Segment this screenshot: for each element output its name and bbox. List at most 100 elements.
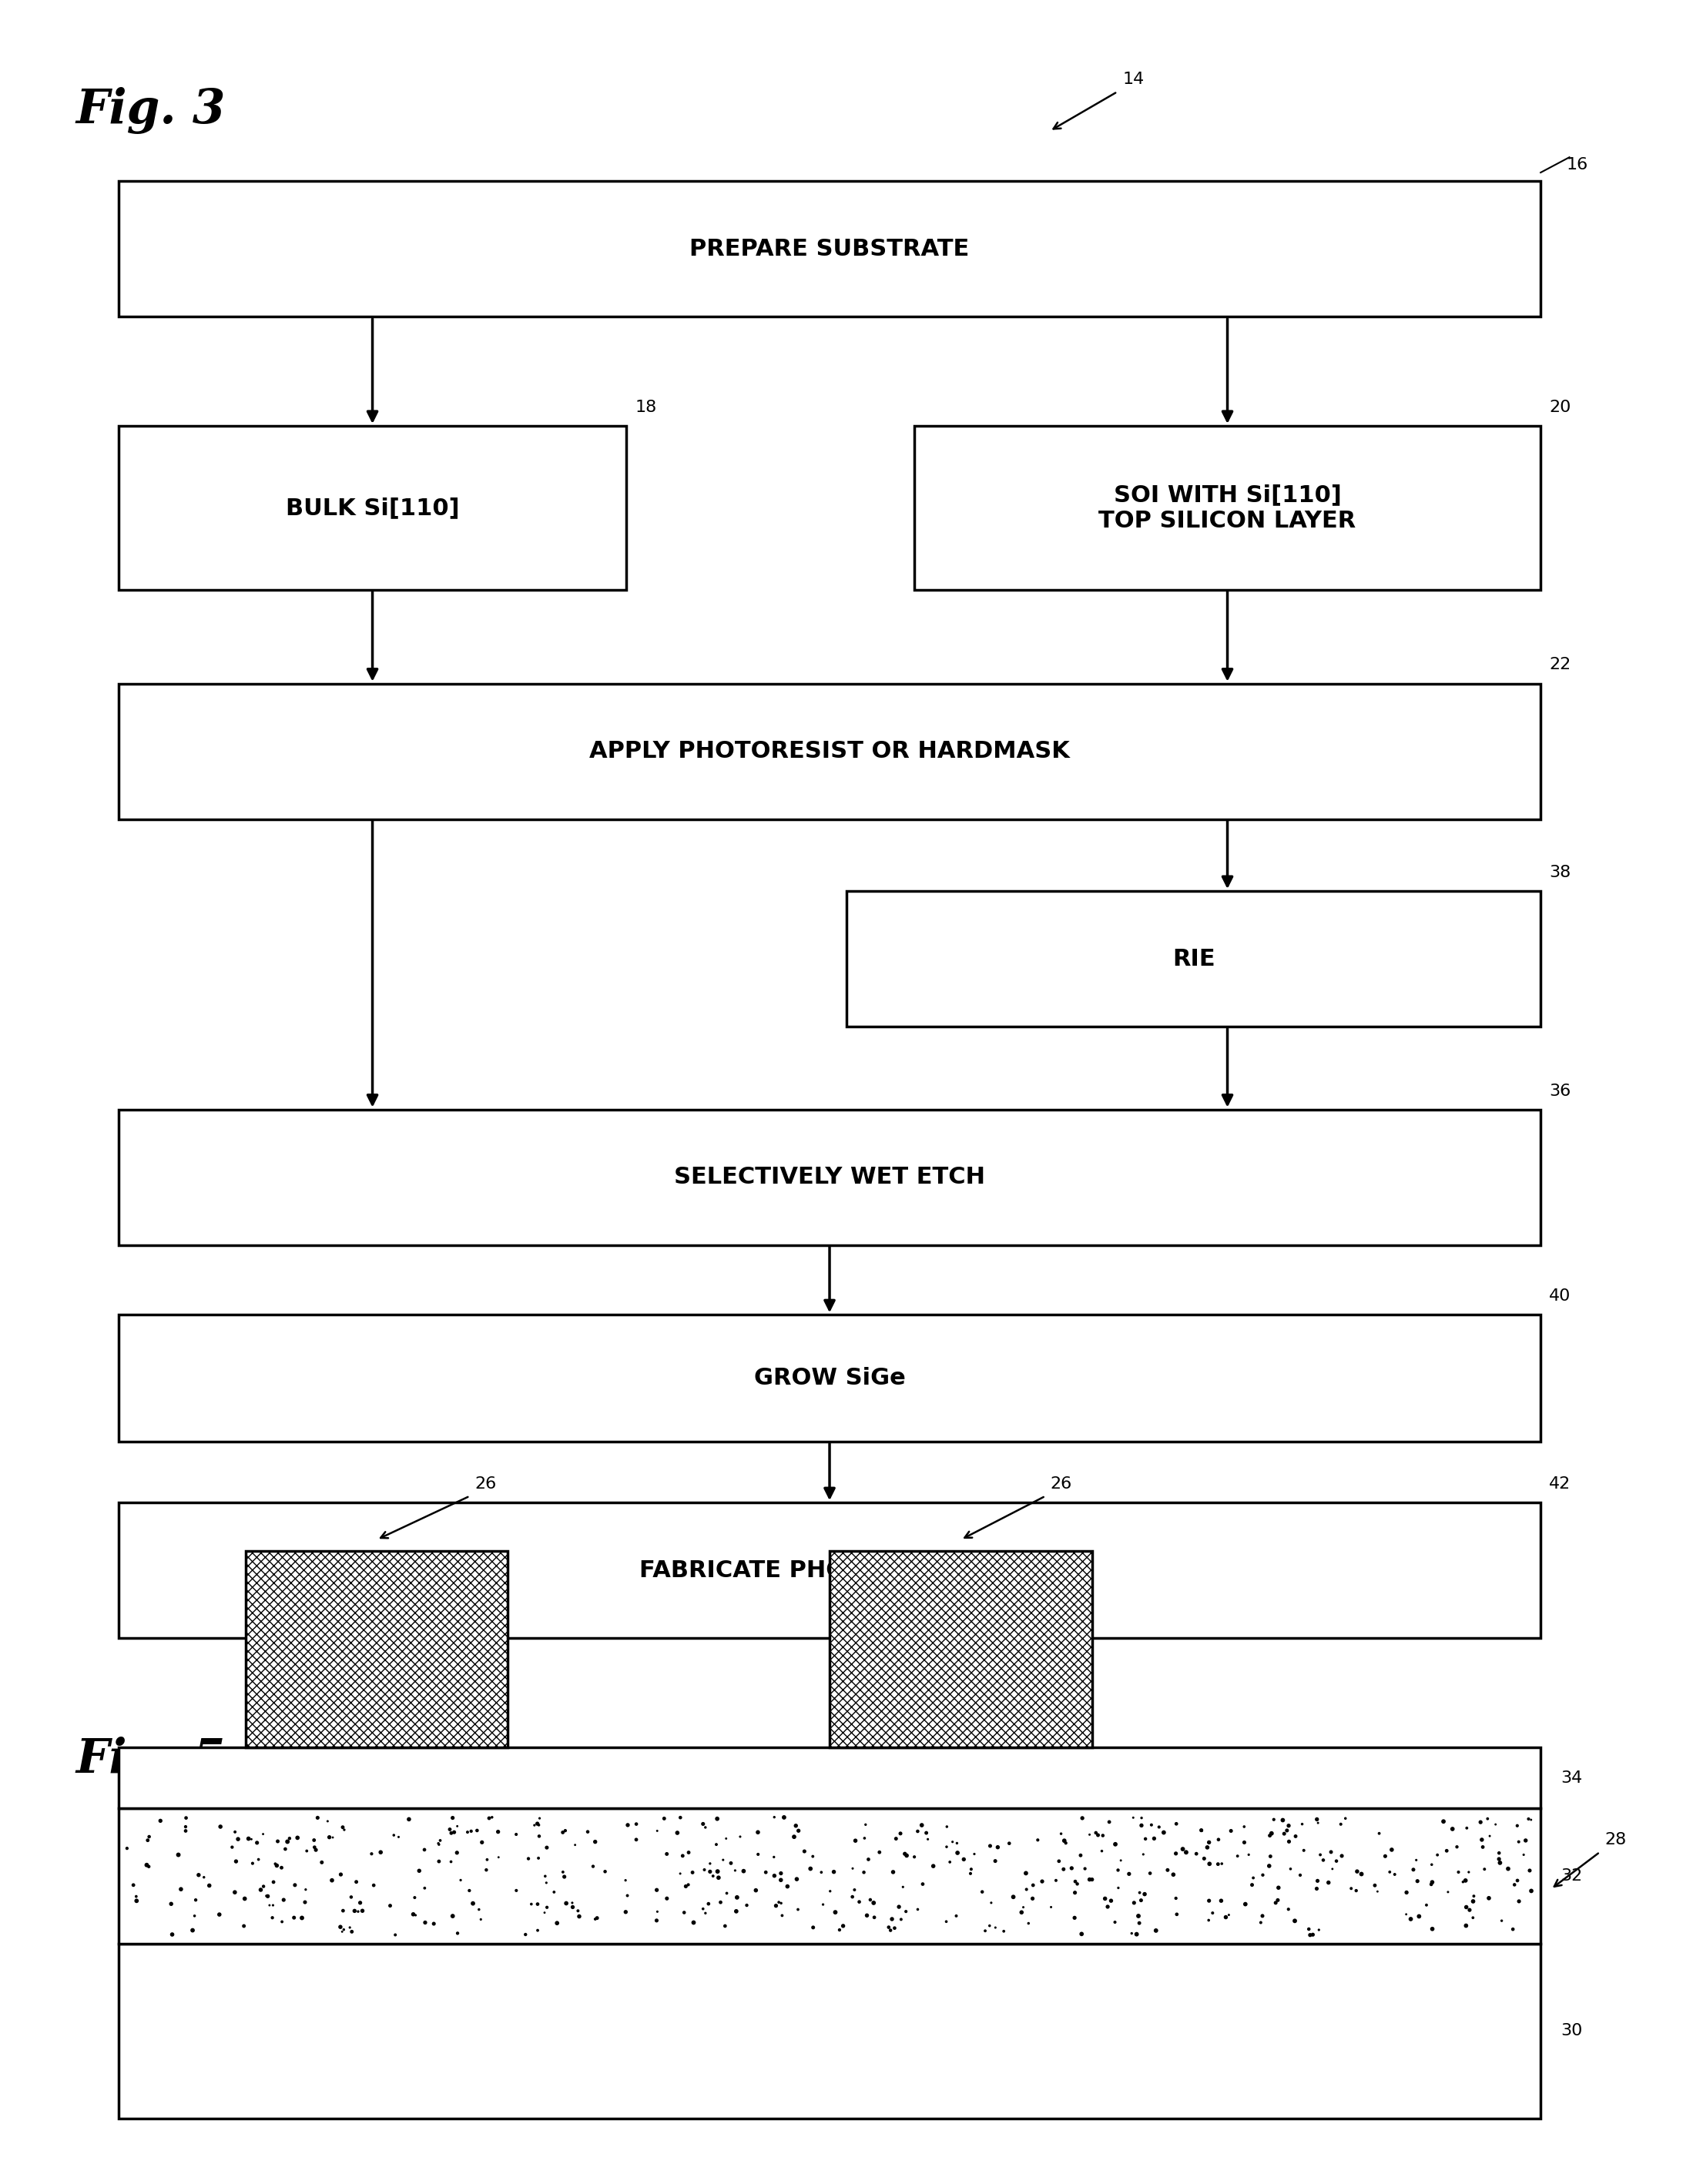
Bar	[119, 181, 1541, 317]
Point	[1393, 1898, 1420, 1933]
Point	[865, 1835, 892, 1870]
Point	[784, 1891, 811, 1926]
Point	[1485, 1841, 1512, 1876]
Point	[1160, 1856, 1187, 1891]
Point	[1468, 1821, 1495, 1856]
Point	[466, 1891, 493, 1926]
Point	[1424, 1837, 1451, 1872]
Point	[381, 1817, 408, 1852]
Point	[249, 1817, 276, 1852]
Bar	[830, 1551, 1092, 1747]
Point	[1205, 1821, 1233, 1856]
Text: FABRICATE PHOTODETECTOR: FABRICATE PHOTODETECTOR	[638, 1559, 1021, 1581]
Point	[643, 1902, 670, 1937]
Point	[1128, 1883, 1155, 1918]
Point	[1419, 1911, 1446, 1946]
Point	[467, 1902, 494, 1937]
Point	[288, 1900, 315, 1935]
Point	[696, 1845, 723, 1880]
Point	[696, 1854, 723, 1889]
Point	[623, 1806, 650, 1841]
Point	[699, 1859, 726, 1894]
Point	[826, 1913, 853, 1948]
Point	[1092, 1880, 1119, 1915]
Point	[357, 1837, 384, 1872]
Point	[1505, 1824, 1532, 1859]
Point	[327, 1856, 354, 1891]
Point	[709, 1843, 736, 1878]
Point	[549, 1815, 576, 1850]
Point	[1371, 1839, 1398, 1874]
Point	[425, 1828, 452, 1863]
Point	[457, 1813, 484, 1848]
Point	[762, 1889, 789, 1924]
Point	[511, 1918, 538, 1952]
Point	[1376, 1854, 1403, 1889]
Point	[1444, 1830, 1471, 1865]
Point	[1397, 1902, 1424, 1937]
Point	[396, 1802, 423, 1837]
Point	[447, 1863, 474, 1898]
Point	[1319, 1852, 1346, 1887]
Point	[1163, 1806, 1190, 1841]
Point	[444, 1835, 471, 1870]
Point	[245, 1841, 273, 1876]
Point	[1128, 1808, 1155, 1843]
Point	[650, 1802, 677, 1837]
Point	[1378, 1832, 1405, 1867]
Point	[689, 1891, 716, 1926]
Point	[780, 1819, 808, 1854]
Text: 18: 18	[635, 400, 657, 415]
Point	[1322, 1843, 1349, 1878]
Point	[1121, 1885, 1148, 1920]
Point	[767, 1885, 794, 1920]
Point	[855, 1841, 882, 1876]
Point	[1305, 1913, 1332, 1948]
Point	[256, 1887, 283, 1922]
Point	[653, 1880, 681, 1915]
Point	[995, 1826, 1023, 1861]
Point	[1009, 1889, 1036, 1924]
Point	[977, 1885, 1004, 1920]
Point	[1224, 1839, 1251, 1874]
Point	[669, 1839, 696, 1874]
Point	[623, 1821, 650, 1856]
Point	[425, 1826, 452, 1861]
Point	[1453, 1909, 1480, 1944]
Point	[1094, 1889, 1121, 1924]
Point	[427, 1824, 454, 1859]
Bar	[119, 1747, 1541, 1808]
Point	[1361, 1867, 1388, 1902]
Point	[1304, 1872, 1331, 1907]
Point	[1515, 1802, 1542, 1837]
Text: 22: 22	[1549, 657, 1571, 673]
Bar	[914, 426, 1541, 590]
Point	[1503, 1808, 1530, 1843]
Point	[147, 1804, 174, 1839]
Point	[760, 1859, 787, 1894]
Point	[1106, 1870, 1133, 1904]
Point	[1239, 1861, 1266, 1896]
Point	[259, 1887, 286, 1922]
Point	[1332, 1802, 1359, 1837]
Point	[328, 1913, 356, 1948]
Point	[327, 1909, 354, 1944]
Point	[1163, 1898, 1190, 1933]
Point	[891, 1837, 918, 1872]
Point	[1077, 1863, 1104, 1898]
Point	[262, 1845, 290, 1880]
Point	[207, 1898, 234, 1933]
Point	[1453, 1863, 1480, 1898]
Point	[196, 1867, 223, 1902]
Point	[879, 1902, 906, 1937]
Point	[1207, 1883, 1234, 1918]
Point	[1146, 1811, 1173, 1845]
Text: 26: 26	[1050, 1476, 1072, 1492]
Point	[1434, 1832, 1461, 1867]
Text: 38: 38	[1549, 865, 1571, 880]
Point	[1366, 1815, 1393, 1850]
Point	[525, 1841, 552, 1876]
Point	[821, 1854, 848, 1889]
Point	[476, 1802, 503, 1837]
Point	[1282, 1904, 1309, 1939]
